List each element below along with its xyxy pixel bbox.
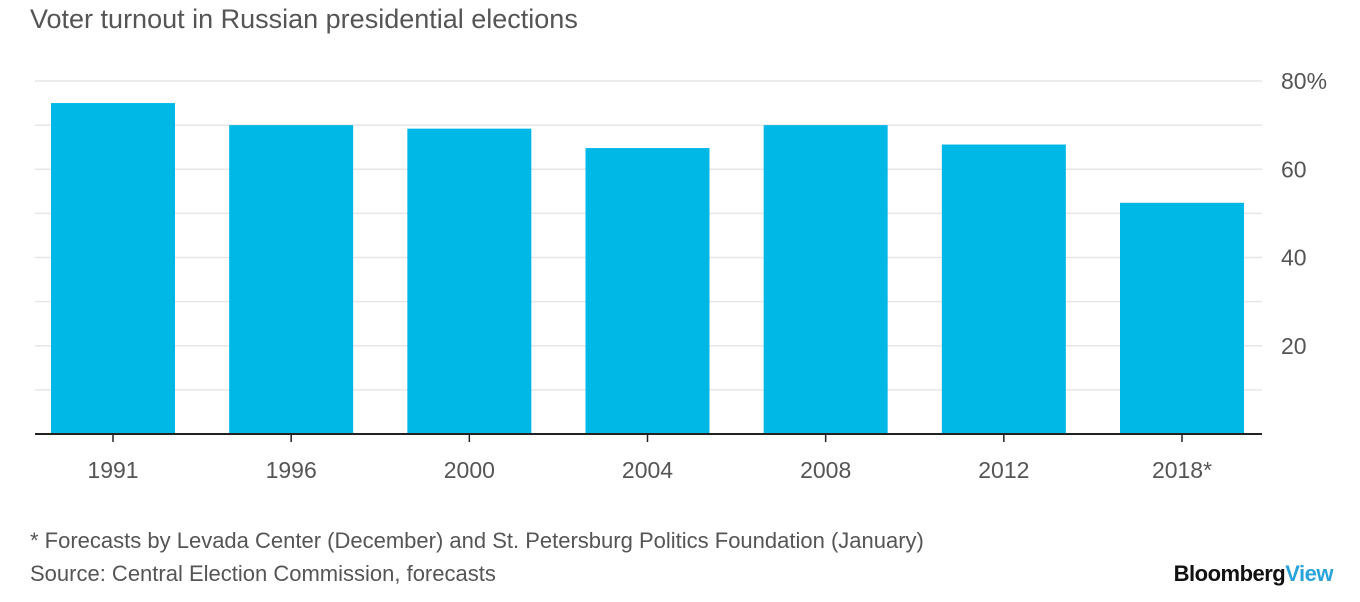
y-tick-label: 40 xyxy=(1281,245,1307,271)
bar-2018 xyxy=(1120,202,1244,434)
bar-2004 xyxy=(585,148,710,434)
bar-1991 xyxy=(51,103,175,434)
x-tick-label: 2004 xyxy=(622,457,673,483)
x-tick-label: 1991 xyxy=(87,457,138,483)
x-tick-label: 1996 xyxy=(266,457,317,483)
chart-title: Voter turnout in Russian presidential el… xyxy=(30,4,578,34)
bar-2012 xyxy=(941,144,1066,435)
x-axis-labels: 1991 1996 2000 2004 2008 2012 2018* xyxy=(87,457,1212,483)
y-axis-labels: 20 40 60 80% xyxy=(1281,68,1327,359)
bar-2008 xyxy=(763,125,888,434)
bar-1996 xyxy=(229,125,354,434)
brand-logo-part2: View xyxy=(1285,561,1333,586)
y-tick-label: 60 xyxy=(1281,156,1307,182)
bar-2000 xyxy=(407,128,532,434)
y-tick-label: 80% xyxy=(1281,68,1327,94)
brand-logo-part1: Bloomberg xyxy=(1173,561,1286,586)
x-axis xyxy=(35,433,1262,442)
y-tick-label: 20 xyxy=(1281,333,1307,359)
bars xyxy=(51,103,1244,435)
x-tick-label: 2018* xyxy=(1152,457,1212,483)
bar-chart: 20 40 60 80% 1991 1996 2000 2004 2008 2012 2018* xyxy=(35,68,1327,483)
x-tick-label: 2012 xyxy=(978,457,1029,483)
footnote: * Forecasts by Levada Center (December) … xyxy=(30,528,924,553)
x-tick-label: 2008 xyxy=(800,457,851,483)
brand-logo: BloombergView xyxy=(1173,561,1334,587)
source-note: Source: Central Election Commission, for… xyxy=(30,561,496,586)
x-tick-label: 2000 xyxy=(444,457,495,483)
